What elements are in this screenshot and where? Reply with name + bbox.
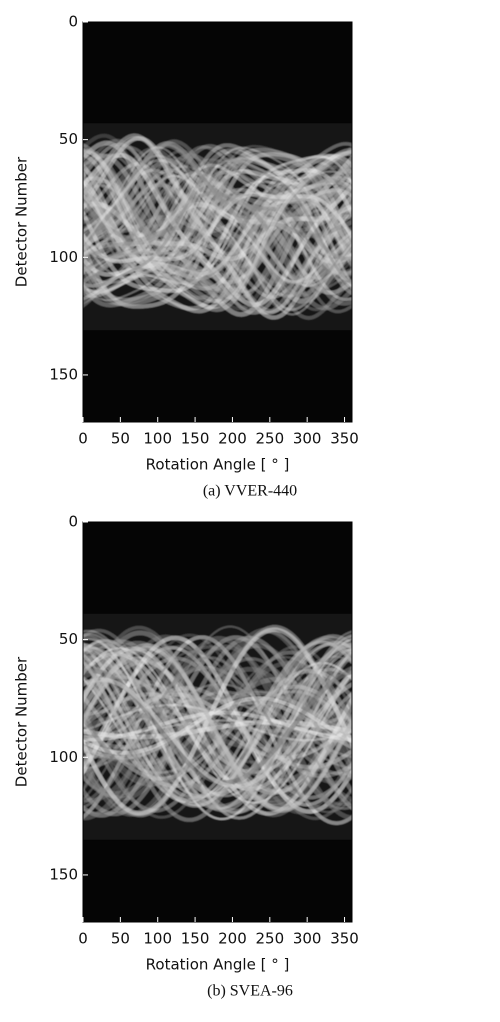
x-tick-label: 100	[143, 930, 172, 948]
strand	[83, 696, 352, 755]
x-tick-label: 100	[143, 430, 172, 448]
y-tick-label: 50	[59, 630, 78, 648]
x-tick-label: 300	[293, 430, 322, 448]
y-tick-label: 100	[49, 748, 78, 766]
strand	[83, 633, 352, 809]
y-tick-label: 0	[68, 13, 78, 31]
strand	[83, 193, 352, 259]
x-tick-label: 150	[181, 930, 210, 948]
strand	[83, 640, 352, 799]
x-tick-label: 50	[111, 430, 130, 448]
strand	[83, 151, 352, 310]
y-axis-label: Detector Number	[13, 156, 31, 287]
strand	[83, 145, 352, 314]
sinogram	[83, 123, 352, 331]
y-tick-label: 150	[49, 865, 78, 883]
strand	[83, 647, 352, 804]
x-tick-label: 0	[78, 930, 88, 948]
y-tick-label: 0	[68, 513, 78, 531]
image-plot: 0 50 100 150 200 250 300 350 0 50 100 150 Rotation A…	[13, 13, 359, 500]
y-tick-label: 50	[59, 130, 78, 148]
frame	[82, 21, 353, 423]
strand	[83, 149, 352, 304]
strand	[83, 191, 352, 261]
x-tick-label: 200	[218, 430, 247, 448]
caption: (b) SVEA-96	[207, 983, 293, 1000]
x-tick-label: 300	[293, 930, 322, 948]
y-tick-label: 100	[49, 248, 78, 266]
x-tick-label: 50	[111, 930, 130, 948]
strand	[83, 643, 352, 813]
x-tick-label: 250	[255, 930, 284, 948]
y-axis-label: Detector Number	[13, 656, 31, 787]
x-tick-label: 200	[218, 930, 247, 948]
strand	[83, 703, 352, 742]
strand	[83, 640, 352, 802]
image-plot: 0 50 100 150 200 250 300 350 0 50 100 150 Rotation A…	[13, 513, 359, 1000]
strand	[83, 627, 352, 816]
x-tick-label: 350	[330, 430, 359, 448]
x-tick-label: 150	[181, 430, 210, 448]
x-tick-label: 250	[255, 430, 284, 448]
strand	[83, 138, 352, 312]
strand	[83, 192, 352, 264]
strand	[83, 165, 352, 280]
frame	[82, 521, 353, 923]
x-tick-label: 0	[78, 430, 88, 448]
x-axis-label: Rotation Angle [ ° ]	[146, 456, 290, 474]
strand	[83, 637, 352, 821]
x-axis-label: Rotation Angle [ ° ]	[146, 956, 290, 974]
caption: (a) VVER-440	[203, 483, 297, 500]
sinogram	[83, 613, 352, 840]
strand	[83, 669, 352, 788]
y-tick-label: 150	[49, 365, 78, 383]
strand	[83, 157, 352, 308]
x-tick-label: 350	[330, 930, 359, 948]
strand	[83, 645, 352, 819]
